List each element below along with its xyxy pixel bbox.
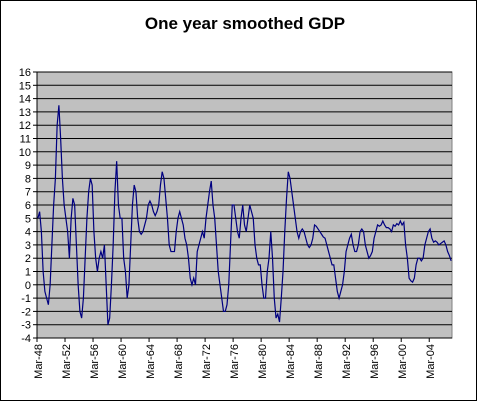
x-tick-label: Mar-88 (313, 344, 325, 379)
y-tick-label: 4 (25, 227, 31, 239)
y-tick-label: 15 (19, 80, 31, 92)
x-tick-label: Mar-52 (61, 344, 73, 379)
x-tick-label: Mar-56 (89, 344, 101, 379)
y-tick-label: 8 (25, 173, 31, 185)
y-tick-label: -1 (21, 293, 31, 305)
y-tick-label: 14 (19, 94, 31, 106)
x-tick-label: Mar-80 (257, 344, 269, 379)
y-tick-label: 7 (25, 187, 31, 199)
y-tick-label: 11 (20, 134, 31, 146)
x-tick-label: Mar-84 (285, 344, 297, 379)
x-tick-label: Mar-92 (341, 344, 353, 379)
y-tick-label: 5 (25, 213, 31, 225)
x-tick-label: Mar-96 (369, 344, 381, 379)
x-tick-label: Mar-04 (425, 344, 437, 379)
x-tick-label: Mar-64 (145, 344, 157, 379)
chart-title: One year smoothed GDP (145, 14, 345, 33)
x-tick-label: Mar-48 (33, 344, 45, 379)
x-tick-label: Mar-60 (117, 344, 129, 379)
y-tick-label: -4 (21, 333, 31, 345)
y-tick-label: 16 (19, 67, 31, 79)
y-tick-label: 2 (25, 253, 31, 265)
x-tick-label: Mar-68 (173, 344, 185, 379)
y-tick-label: 12 (19, 120, 31, 132)
y-tick-label: -3 (21, 320, 31, 332)
y-tick-label: 10 (19, 147, 31, 159)
x-tick-label: Mar-00 (397, 344, 409, 379)
x-tick-label: Mar-72 (201, 344, 213, 379)
y-tick-label: 9 (25, 160, 31, 172)
y-tick-label: 0 (25, 280, 31, 292)
y-tick-label: 3 (25, 240, 31, 252)
y-tick-label: 6 (25, 200, 31, 212)
y-tick-label: 13 (19, 107, 31, 119)
y-tick-label: 1 (25, 267, 31, 279)
data-line (37, 105, 452, 325)
y-tick-label: -2 (21, 306, 31, 318)
x-tick-label: Mar-76 (229, 344, 241, 379)
